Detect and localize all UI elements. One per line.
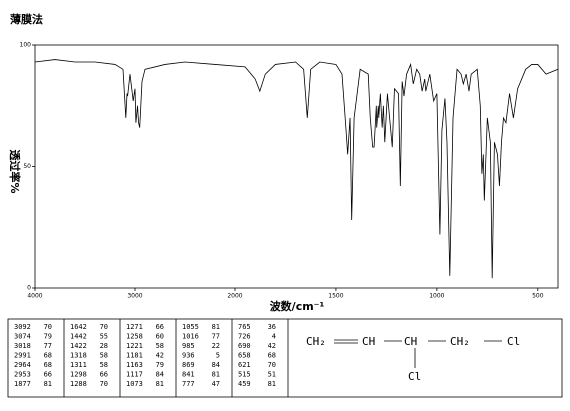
x-tick-label: 4000 xyxy=(27,293,42,300)
peak-intensity: 70 xyxy=(100,380,108,388)
peak-wavenumber: 985 xyxy=(182,342,195,350)
peak-wavenumber: 1271 xyxy=(126,323,143,331)
peak-intensity: 22 xyxy=(212,342,220,350)
structure-group: CH₂ xyxy=(450,335,470,348)
peak-wavenumber: 1117 xyxy=(126,371,143,379)
peak-intensity: 77 xyxy=(212,333,220,341)
peak-wavenumber: 3018 xyxy=(14,342,31,350)
structure-group: CH xyxy=(404,335,417,348)
peak-wavenumber: 1877 xyxy=(14,380,31,388)
peak-wavenumber: 1642 xyxy=(70,323,87,331)
peak-intensity: 60 xyxy=(156,333,164,341)
peak-intensity: 81 xyxy=(44,380,52,388)
peak-intensity: 70 xyxy=(268,361,276,369)
peak-wavenumber: 690 xyxy=(238,342,251,350)
peak-wavenumber: 1073 xyxy=(126,380,143,388)
peak-intensity: 68 xyxy=(268,352,276,360)
peak-intensity: 68 xyxy=(44,352,52,360)
peak-wavenumber: 841 xyxy=(182,371,195,379)
plot-frame xyxy=(34,44,559,289)
peak-intensity: 81 xyxy=(268,380,276,388)
peak-wavenumber: 726 xyxy=(238,333,251,341)
peak-wavenumber: 1181 xyxy=(126,352,143,360)
peak-wavenumber: 1016 xyxy=(182,333,199,341)
peak-wavenumber: 1221 xyxy=(126,342,143,350)
structure-group: CH₂ xyxy=(306,335,326,348)
structure-substituent: Cl xyxy=(408,370,421,383)
peak-wavenumber: 869 xyxy=(182,361,195,369)
x-tick-label: 2000 xyxy=(227,293,242,300)
peak-intensity: 42 xyxy=(268,342,276,350)
peak-intensity: 28 xyxy=(100,342,108,350)
peak-intensity: 66 xyxy=(100,371,108,379)
peak-wavenumber: 3074 xyxy=(14,333,31,341)
peak-wavenumber: 1442 xyxy=(70,333,87,341)
y-tick-label: 50 xyxy=(23,163,31,170)
peak-wavenumber: 777 xyxy=(182,380,195,388)
spectrum-line xyxy=(34,59,559,279)
y-tick-label: 0 xyxy=(27,285,31,292)
y-tick-label: 100 xyxy=(20,42,32,49)
peak-intensity: 42 xyxy=(156,352,164,360)
peak-wavenumber: 1258 xyxy=(126,333,143,341)
peak-wavenumber: 658 xyxy=(238,352,251,360)
peak-intensity: 47 xyxy=(212,380,220,388)
peak-intensity: 81 xyxy=(212,371,220,379)
peak-wavenumber: 2953 xyxy=(14,371,31,379)
peak-intensity: 58 xyxy=(100,361,108,369)
peak-wavenumber: 2964 xyxy=(14,361,31,369)
x-tick-label: 3000 xyxy=(127,293,142,300)
peak-intensity: 84 xyxy=(156,371,164,379)
peak-wavenumber: 1318 xyxy=(70,352,87,360)
peak-intensity: 66 xyxy=(44,371,52,379)
peak-wavenumber: 765 xyxy=(238,323,251,331)
peak-intensity: 51 xyxy=(268,371,276,379)
structure-group: CH xyxy=(362,335,375,348)
structure-group: Cl xyxy=(507,335,520,348)
peak-intensity: 79 xyxy=(44,333,52,341)
peak-wavenumber: 1311 xyxy=(70,361,87,369)
peak-intensity: 81 xyxy=(156,380,164,388)
peak-wavenumber: 1288 xyxy=(70,380,87,388)
peak-wavenumber: 1163 xyxy=(126,361,143,369)
x-axis-label: 波数/cm⁻¹ xyxy=(270,299,325,313)
y-axis-unit: % xyxy=(8,182,21,193)
peak-intensity: 79 xyxy=(156,361,164,369)
peak-wavenumber: 1422 xyxy=(70,342,87,350)
peak-wavenumber: 3092 xyxy=(14,323,31,331)
peak-wavenumber: 1298 xyxy=(70,371,87,379)
peak-intensity: 4 xyxy=(272,333,276,341)
structure-bonds xyxy=(334,339,502,368)
peak-intensity: 77 xyxy=(44,342,52,350)
x-tick-label: 1000 xyxy=(429,293,444,300)
peak-intensity: 70 xyxy=(100,323,108,331)
peak-intensity: 55 xyxy=(100,333,108,341)
peak-wavenumber: 2991 xyxy=(14,352,31,360)
peak-intensity: 68 xyxy=(44,361,52,369)
peak-intensity: 5 xyxy=(216,352,220,360)
y-axis-label: 透过率 xyxy=(8,150,22,183)
peak-wavenumber: 1055 xyxy=(182,323,199,331)
x-tick-label: 1500 xyxy=(328,293,343,300)
peak-wavenumber: 936 xyxy=(182,352,195,360)
peak-intensity: 58 xyxy=(156,342,164,350)
x-tick-label: 500 xyxy=(532,293,544,300)
peak-intensity: 70 xyxy=(44,323,52,331)
peak-intensity: 81 xyxy=(212,323,220,331)
peak-wavenumber: 515 xyxy=(238,371,251,379)
peak-intensity: 84 xyxy=(212,361,220,369)
peak-wavenumber: 459 xyxy=(238,380,251,388)
peak-intensity: 58 xyxy=(100,352,108,360)
peak-intensity: 36 xyxy=(268,323,276,331)
peak-wavenumber: 621 xyxy=(238,361,251,369)
peak-intensity: 66 xyxy=(156,323,164,331)
chart-title: 薄膜法 xyxy=(10,12,43,26)
table-frame xyxy=(7,318,563,398)
